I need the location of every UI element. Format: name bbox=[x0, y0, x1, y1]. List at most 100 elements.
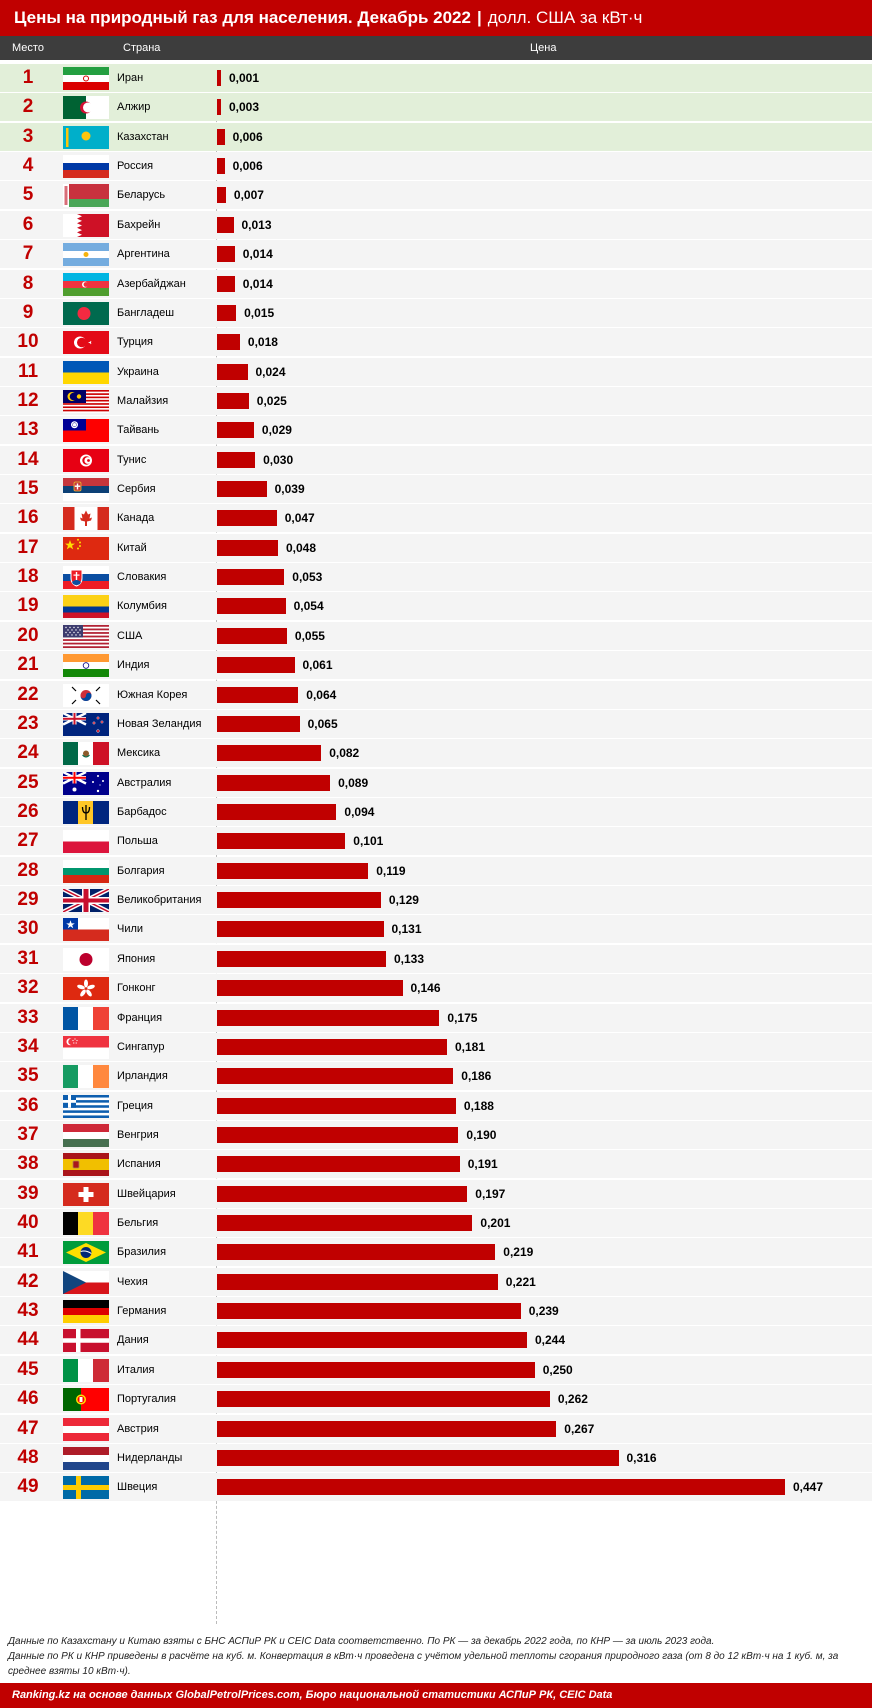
bar bbox=[217, 187, 226, 204]
rank-number: 9 bbox=[22, 301, 34, 323]
table-row: 26 Барбадос 0,094 bbox=[0, 798, 872, 826]
bar bbox=[217, 70, 221, 86]
data-label: 0,047 bbox=[284, 511, 315, 526]
bar bbox=[217, 1244, 496, 1261]
flag-in-icon bbox=[63, 654, 109, 678]
flag-pl-icon bbox=[63, 830, 109, 854]
source-footer: Ranking.kz на основе данных GlobalPetrol… bbox=[0, 1683, 872, 1708]
bar bbox=[217, 246, 235, 263]
table-row: 27 Польша 0,101 bbox=[0, 827, 872, 856]
country-label: Бахрейн bbox=[117, 218, 161, 231]
rank-number: 48 bbox=[17, 1446, 39, 1468]
country-label: Ирландия bbox=[117, 1070, 168, 1083]
flag-co-icon bbox=[63, 595, 109, 619]
rank-number: 29 bbox=[17, 889, 39, 911]
data-label: 0,055 bbox=[294, 628, 325, 643]
bar bbox=[217, 833, 346, 850]
table-row: 36 Греция 0,188 bbox=[0, 1091, 872, 1120]
data-label: 0,024 bbox=[255, 364, 286, 379]
flag-hu-icon bbox=[63, 1123, 109, 1147]
bar bbox=[217, 304, 237, 321]
table-row: 30 Чили 0,131 bbox=[0, 915, 872, 944]
rank-number: 26 bbox=[17, 801, 39, 822]
table-row: 47 Австрия 0,267 bbox=[0, 1414, 872, 1443]
rank-number: 38 bbox=[17, 1153, 39, 1175]
bar bbox=[217, 392, 249, 409]
table-row: 19 Колумбия 0,054 bbox=[0, 592, 872, 621]
data-label: 0,014 bbox=[242, 247, 273, 262]
country-label: Япония bbox=[117, 952, 156, 965]
chart-title: Цены на природный газ для населения. Дек… bbox=[14, 8, 471, 27]
rank-number: 37 bbox=[17, 1123, 39, 1145]
data-label: 0,094 bbox=[344, 805, 375, 819]
data-label: 0,316 bbox=[626, 1450, 657, 1465]
table-row: 12 Малайзия 0,025 bbox=[0, 386, 872, 415]
data-label: 0,239 bbox=[528, 1304, 559, 1319]
country-label: Алжир bbox=[117, 101, 151, 114]
table-row: 45 Италия 0,250 bbox=[0, 1355, 872, 1384]
flag-nl-icon bbox=[63, 1446, 109, 1470]
rank-number: 23 bbox=[17, 712, 39, 734]
country-label: Новая Зеландия bbox=[117, 717, 202, 730]
flag-by-icon bbox=[63, 184, 109, 208]
data-label: 0,267 bbox=[564, 1421, 595, 1436]
table-row: 22 Южная Корея 0,064 bbox=[0, 680, 872, 709]
flag-be-icon bbox=[63, 1212, 109, 1236]
rank-number: 35 bbox=[17, 1065, 39, 1087]
flag-sg-icon bbox=[63, 1035, 109, 1059]
rank-number: 21 bbox=[17, 654, 39, 676]
rank-number: 11 bbox=[17, 360, 39, 382]
bar bbox=[217, 1009, 440, 1026]
rank-number: 20 bbox=[17, 624, 39, 646]
data-label: 0,001 bbox=[229, 71, 260, 85]
country-label: Южная Корея bbox=[117, 688, 188, 701]
table-row: 16 Канада 0,047 bbox=[0, 504, 872, 533]
flag-es-icon bbox=[63, 1153, 109, 1177]
flag-rs-icon bbox=[63, 478, 109, 502]
data-label: 0,119 bbox=[376, 863, 406, 878]
data-label: 0,061 bbox=[302, 658, 333, 673]
table-row: 35 Ирландия 0,186 bbox=[0, 1062, 872, 1091]
flag-hk-icon bbox=[63, 977, 109, 1001]
data-label: 0,065 bbox=[307, 716, 338, 731]
table-row: 32 Гонконг 0,146 bbox=[0, 974, 872, 1003]
bar bbox=[217, 158, 225, 175]
country-label: Гонконг bbox=[117, 982, 156, 995]
header-price: Цена bbox=[530, 42, 557, 54]
flag-bg-icon bbox=[63, 859, 109, 883]
rank-number: 39 bbox=[17, 1182, 39, 1204]
bar bbox=[217, 1303, 521, 1320]
bar bbox=[217, 598, 286, 615]
data-label: 0,221 bbox=[505, 1274, 536, 1289]
rank-number: 7 bbox=[22, 243, 34, 265]
flag-bb-icon bbox=[63, 801, 109, 824]
bar bbox=[217, 99, 221, 116]
table-row: 15 Сербия 0,039 bbox=[0, 475, 872, 504]
bar bbox=[217, 715, 300, 732]
bar bbox=[217, 422, 254, 439]
table-row: 13 Тайвань 0,029 bbox=[0, 416, 872, 445]
flag-de-icon bbox=[63, 1300, 109, 1324]
country-label: Барбадос bbox=[117, 806, 167, 818]
data-label: 0,201 bbox=[480, 1216, 511, 1231]
data-label: 0,186 bbox=[461, 1069, 492, 1084]
country-label: Германия bbox=[117, 1305, 167, 1318]
data-label: 0,015 bbox=[244, 305, 275, 320]
data-label: 0,262 bbox=[557, 1392, 588, 1407]
country-label: Россия bbox=[117, 160, 154, 173]
rank-number: 24 bbox=[17, 742, 39, 764]
flag-se-icon bbox=[63, 1476, 109, 1500]
country-label: Малайзия bbox=[117, 394, 169, 407]
bar bbox=[217, 216, 234, 233]
bar bbox=[217, 774, 331, 791]
bar bbox=[217, 275, 235, 292]
rank-number: 25 bbox=[17, 771, 39, 793]
rank-number: 41 bbox=[17, 1241, 39, 1263]
header-country: Страна bbox=[123, 42, 161, 54]
table-row: 20 США 0,055 bbox=[0, 621, 872, 650]
data-label: 0,175 bbox=[447, 1010, 478, 1025]
country-label: Бельгия bbox=[117, 1217, 159, 1230]
bar bbox=[217, 1068, 454, 1085]
table-row: 33 Франция 0,175 bbox=[0, 1003, 872, 1032]
rank-number: 6 bbox=[22, 213, 34, 235]
